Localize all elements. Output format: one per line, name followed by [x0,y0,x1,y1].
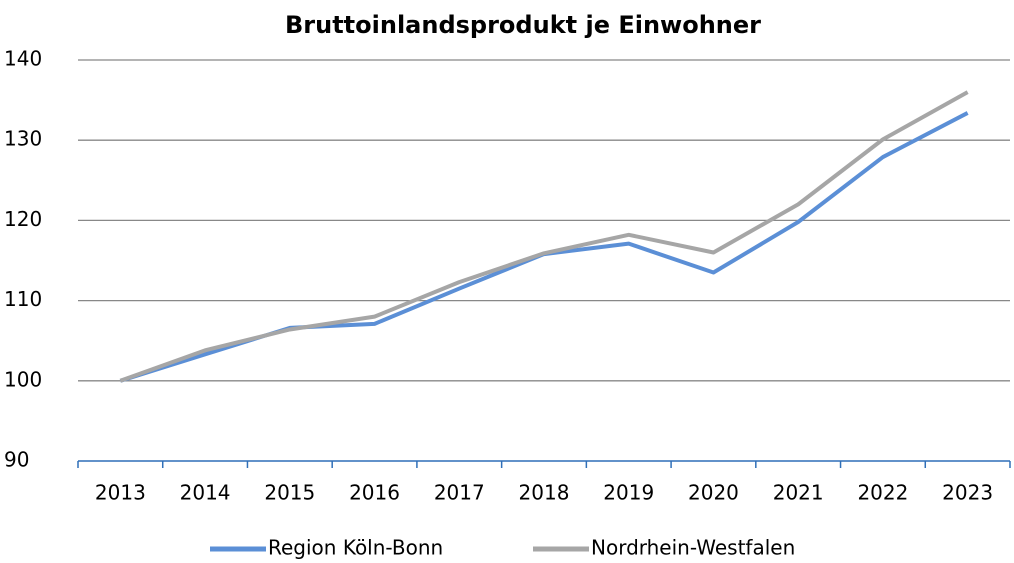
x-tick-label: 2016 [349,481,400,505]
chart-title: Bruttoinlandsprodukt je Einwohner [285,11,761,39]
y-tick-label: 100 [4,367,42,391]
x-tick-label: 2017 [434,481,485,505]
x-tick-label: 2013 [95,481,146,505]
series-line [119,90,969,383]
x-tick-label: 2020 [688,481,739,505]
x-tick-label: 2023 [942,481,993,505]
x-tick-label: 2018 [519,481,570,505]
legend-label: Region Köln-Bonn [268,536,443,560]
y-tick-label: 120 [4,207,42,231]
y-tick-label: 140 [4,47,42,71]
x-tick-label: 2021 [773,481,824,505]
y-tick-label: 90 [4,448,29,472]
y-tick-label: 110 [4,287,42,311]
legend-label: Nordrhein-Westfalen [591,536,795,560]
x-tick-label: 2014 [180,481,231,505]
x-tick-label: 2022 [857,481,908,505]
x-tick-label: 2019 [603,481,654,505]
x-tick-label: 2015 [264,481,315,505]
y-tick-label: 130 [4,127,42,151]
